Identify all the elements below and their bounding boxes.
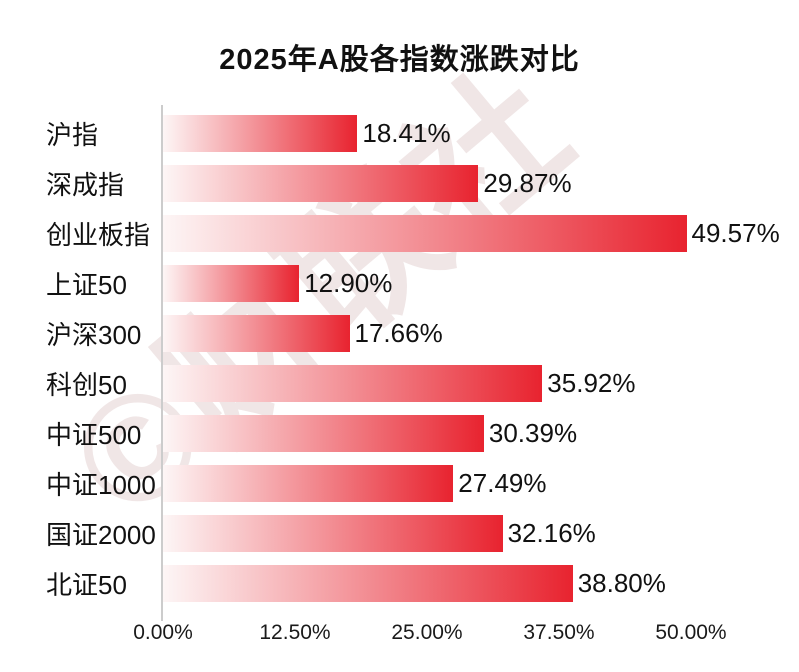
bar xyxy=(163,464,454,502)
value-label: 27.49% xyxy=(458,467,547,498)
bar-track: 30.39% xyxy=(163,414,799,452)
bar xyxy=(163,514,503,552)
category-label: 中证1000 xyxy=(46,469,156,500)
bar-track: 29.87% xyxy=(163,164,799,202)
bar xyxy=(163,564,573,602)
bar-row: 中证500 30.39% xyxy=(0,408,799,458)
bar xyxy=(163,264,300,302)
value-label: 38.80% xyxy=(577,567,666,598)
category-label: 沪指 xyxy=(46,119,99,150)
value-label: 12.90% xyxy=(304,267,393,298)
bar-row: 上证50 12.90% xyxy=(0,258,799,308)
value-label: 35.92% xyxy=(547,367,636,398)
category-label: 科创50 xyxy=(46,369,127,400)
bar xyxy=(163,164,479,202)
bar-row: 深成指 29.87% xyxy=(0,158,799,208)
bar-track: 12.90% xyxy=(163,264,799,302)
x-axis: 0.00% 12.50% 25.00% 37.50% 50.00% xyxy=(0,621,799,651)
x-tick-label: 50.00% xyxy=(655,621,727,644)
category-label: 北证50 xyxy=(46,569,127,600)
bar xyxy=(163,214,687,252)
value-label: 29.87% xyxy=(483,167,572,198)
bar xyxy=(163,314,350,352)
bar-track: 27.49% xyxy=(163,464,799,502)
x-tick-label: 12.50% xyxy=(259,621,331,644)
x-tick-label: 25.00% xyxy=(391,621,463,644)
bar xyxy=(163,364,543,402)
bar-track: 49.57% xyxy=(163,214,799,252)
bar-row: 北证50 38.80% xyxy=(0,558,799,608)
value-label: 32.16% xyxy=(507,517,596,548)
bar-rows: 沪指 18.41% 深成指 29.87% 创业板指 49.57% 上证50 12… xyxy=(0,108,799,608)
y-axis-line xyxy=(161,105,163,621)
bar-track: 17.66% xyxy=(163,314,799,352)
bar-row: 中证1000 27.49% xyxy=(0,458,799,508)
chart-title: 2025年A股各指数涨跌对比 xyxy=(219,44,580,76)
category-label: 创业板指 xyxy=(46,219,151,250)
category-label: 中证500 xyxy=(46,419,142,450)
bar-track: 32.16% xyxy=(163,514,799,552)
category-label: 上证50 xyxy=(46,269,127,300)
bar-track: 18.41% xyxy=(163,114,799,152)
category-label: 沪深300 xyxy=(46,319,142,350)
x-tick-label: 0.00% xyxy=(133,621,193,644)
value-label: 18.41% xyxy=(362,117,451,148)
bar-row: 沪深300 17.66% xyxy=(0,308,799,358)
bar-row: 创业板指 49.57% xyxy=(0,208,799,258)
bar xyxy=(163,414,484,452)
value-label: 17.66% xyxy=(354,317,443,348)
bar-row: 国证2000 32.16% xyxy=(0,508,799,558)
bar-track: 35.92% xyxy=(163,364,799,402)
bar-track: 38.80% xyxy=(163,564,799,602)
bar-row: 科创50 35.92% xyxy=(0,358,799,408)
value-label: 49.57% xyxy=(691,217,780,248)
category-label: 深成指 xyxy=(46,169,125,200)
bar xyxy=(163,114,358,152)
category-label: 国证2000 xyxy=(46,519,156,550)
value-label: 30.39% xyxy=(488,417,578,448)
bar-row: 沪指 18.41% xyxy=(0,108,799,158)
x-tick-label: 37.50% xyxy=(523,621,595,644)
